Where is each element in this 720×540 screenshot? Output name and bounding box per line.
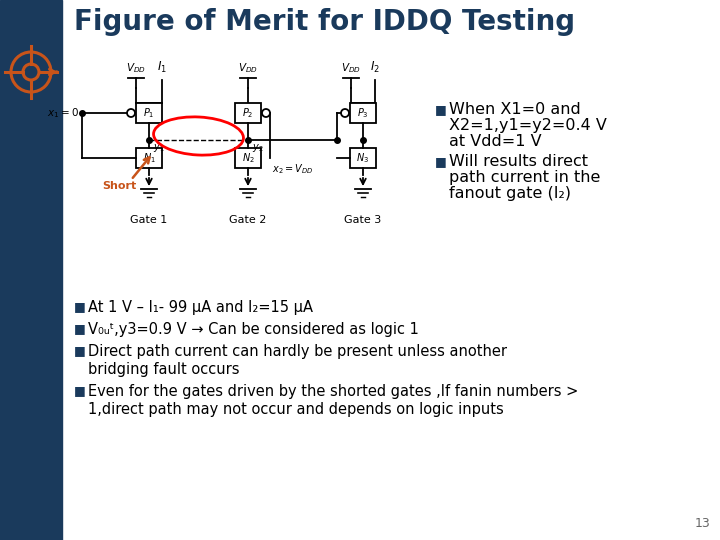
Text: bridging fault occurs: bridging fault occurs (88, 362, 240, 377)
Text: ■: ■ (435, 103, 446, 116)
Bar (0, 0, 62, 540)
Text: $x_2=V_{DD}$: $x_2=V_{DD}$ (272, 162, 313, 176)
Text: $y_2$: $y_2$ (252, 142, 264, 154)
Bar (235, 148, 261, 168)
Text: Even for the gates driven by the shorted gates ,If fanin numbers >: Even for the gates driven by the shorted… (88, 384, 578, 399)
Text: $V_{DD}$: $V_{DD}$ (126, 61, 146, 75)
Bar (136, 148, 162, 168)
Text: $N_3$: $N_3$ (356, 151, 369, 165)
Text: ■: ■ (435, 155, 446, 168)
Text: $y_1$: $y_1$ (153, 142, 165, 154)
Text: When X1=0 and: When X1=0 and (449, 102, 581, 117)
Text: fanout gate (I₂): fanout gate (I₂) (449, 186, 571, 201)
Text: Gate 3: Gate 3 (344, 215, 382, 225)
Text: ■: ■ (74, 322, 86, 335)
Text: At 1 V – I₁- 99 μA and I₂=15 μA: At 1 V – I₁- 99 μA and I₂=15 μA (88, 300, 313, 315)
Text: ■: ■ (74, 344, 86, 357)
Text: 1,direct path may not occur and depends on logic inputs: 1,direct path may not occur and depends … (88, 402, 504, 417)
Text: ■: ■ (74, 384, 86, 397)
Text: path current in the: path current in the (449, 170, 600, 185)
Text: Gate 1: Gate 1 (130, 215, 168, 225)
Text: $N_1$: $N_1$ (143, 151, 156, 165)
Text: $N_2$: $N_2$ (242, 151, 254, 165)
Circle shape (262, 109, 270, 117)
Text: Will results direct: Will results direct (449, 154, 588, 169)
Text: Direct path current can hardly be present unless another: Direct path current can hardly be presen… (88, 344, 507, 359)
Text: at Vdd=1 V: at Vdd=1 V (449, 134, 541, 149)
Text: 13: 13 (694, 517, 710, 530)
Bar (350, 103, 376, 123)
Circle shape (127, 109, 135, 117)
Text: X2=1,y1=y2=0.4 V: X2=1,y1=y2=0.4 V (449, 118, 607, 133)
Text: $V_{DD}$: $V_{DD}$ (341, 61, 361, 75)
Bar (235, 103, 261, 123)
Text: $P_1$: $P_1$ (143, 106, 155, 120)
Text: $V_{DD}$: $V_{DD}$ (238, 61, 258, 75)
Circle shape (341, 109, 349, 117)
Text: V₀ᵤᵗ,y3=0.9 V → Can be considered as logic 1: V₀ᵤᵗ,y3=0.9 V → Can be considered as log… (88, 322, 419, 337)
Text: $I_1$: $I_1$ (157, 60, 167, 75)
Text: $x_1=0$: $x_1=0$ (47, 106, 79, 120)
Text: Gate 2: Gate 2 (229, 215, 266, 225)
Text: $I_2$: $I_2$ (370, 60, 380, 75)
Text: ■: ■ (74, 300, 86, 313)
Text: $P_3$: $P_3$ (357, 106, 369, 120)
Bar (350, 148, 376, 168)
Text: Figure of Merit for IDDQ Testing: Figure of Merit for IDDQ Testing (74, 8, 575, 36)
Text: Short: Short (102, 181, 136, 191)
Text: $P_2$: $P_2$ (243, 106, 253, 120)
Bar (136, 103, 162, 123)
